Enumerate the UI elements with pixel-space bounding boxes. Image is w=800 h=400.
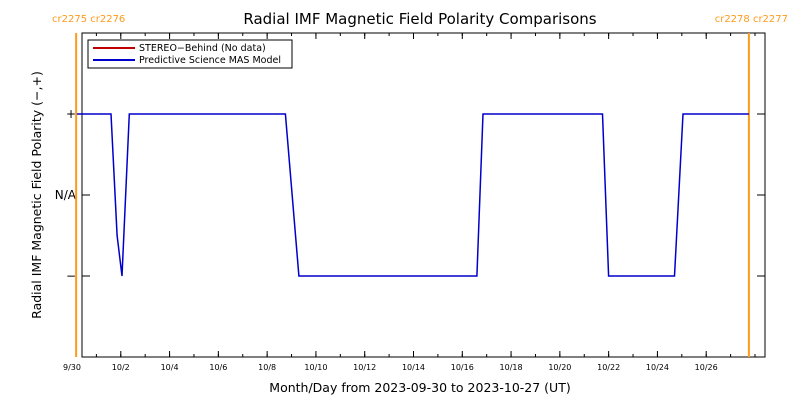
series-lines	[76, 113, 749, 277]
series-line-mas-model	[76, 113, 749, 277]
x-tick-label: 10/14	[402, 363, 425, 372]
y-tick-label: +	[66, 107, 76, 121]
legend: STEREO−Behind (No data) Predictive Scien…	[87, 39, 293, 69]
y-axis-label: Radial IMF Magnetic Field Polarity (−,+)	[29, 71, 44, 319]
x-tick-label: 10/18	[500, 363, 523, 372]
x-tick-label: 10/26	[695, 363, 718, 372]
x-tick-label: 9/30	[63, 363, 81, 372]
x-tick-label: 10/8	[258, 363, 276, 372]
legend-label-mas: Predictive Science MAS Model	[139, 55, 281, 66]
x-tick-label: 10/6	[209, 363, 227, 372]
x-tick-label: 10/22	[597, 363, 620, 372]
plot-area: 9/30 10/2 10/4 10/6 10/8 10/10 10/12 10/14 10/16…	[55, 32, 766, 372]
x-tick-label: 10/10	[304, 363, 327, 372]
carrington-label-right: cr2278 cr2277	[715, 14, 788, 25]
chart-title: Radial IMF Magnetic Field Polarity Compa…	[243, 10, 596, 28]
x-axis-label: Month/Day from 2023-09-30 to 2023-10-27 …	[269, 380, 570, 395]
x-tick-label: 10/20	[548, 363, 571, 372]
legend-box	[87, 39, 293, 69]
x-tick-label: 10/4	[161, 363, 179, 372]
x-tick-label: 10/24	[646, 363, 669, 372]
x-axis-ticks: 9/30 10/2 10/4 10/6 10/8 10/10 10/12 10/14 10/16…	[63, 33, 756, 372]
x-tick-label: 10/12	[353, 363, 376, 372]
legend-label-stereo: STEREO−Behind (No data)	[139, 43, 266, 54]
carrington-label-left: cr2275 cr2276	[52, 14, 125, 25]
x-tick-label: 10/2	[112, 363, 130, 372]
carrington-markers	[75, 33, 750, 357]
x-tick-label: 10/16	[451, 363, 474, 372]
y-tick-label: −	[66, 269, 76, 283]
y-tick-label: N/A	[55, 188, 77, 202]
